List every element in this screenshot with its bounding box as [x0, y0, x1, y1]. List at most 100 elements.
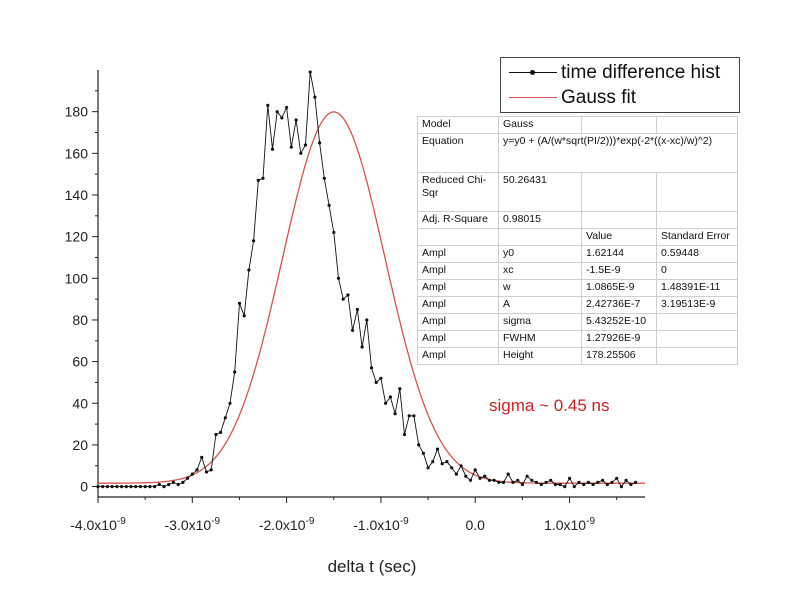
table-cell: Height: [498, 347, 582, 365]
legend-swatch-fit: [509, 97, 557, 98]
y-tick-label: 0: [80, 479, 88, 495]
legend-item-data: time difference hist: [501, 61, 739, 85]
data-point: [355, 307, 359, 312]
x-tick-label: -3.0x10-9: [165, 516, 221, 533]
table-cell: [656, 313, 738, 331]
data-point: [332, 230, 336, 235]
y-tick-label: 100: [65, 270, 89, 286]
table-cell: [656, 347, 738, 365]
table-cell: Ampl: [417, 245, 499, 263]
data-point: [483, 474, 487, 478]
data-point: [200, 455, 204, 459]
table-row: Ampl y0 1.62144 0.59448: [417, 245, 738, 263]
data-point: [445, 460, 449, 464]
data-point: [204, 470, 209, 474]
y-tick-label: 180: [65, 104, 89, 120]
data-point: [247, 268, 251, 272]
data-point: [478, 476, 482, 480]
data-point: [124, 485, 128, 489]
data-point: [110, 485, 114, 489]
data-point: [219, 430, 223, 434]
data-point: [148, 485, 152, 489]
legend-label: time difference hist: [561, 62, 721, 83]
table-header-row: Value Standard Error: [417, 228, 738, 246]
data-point: [270, 147, 275, 151]
table-cell: y=y0 + (A/(w*sqrt(PI/2)))*exp(-2*((x-xc)…: [498, 133, 738, 173]
data-point: [610, 480, 614, 484]
y-tick-label: 60: [72, 354, 88, 370]
data-point: [407, 414, 411, 418]
table-cell: -1.5E-9: [581, 262, 657, 280]
data-point: [619, 485, 624, 489]
data-point: [190, 472, 194, 476]
data-point: [577, 480, 581, 484]
table-row: Adj. R-Square 0.98015: [417, 211, 738, 229]
data-point: [596, 480, 600, 484]
data-point: [209, 468, 213, 472]
data-point: [214, 432, 218, 437]
table-cell: [581, 116, 657, 134]
table-cell: [581, 211, 657, 229]
data-point: [374, 380, 378, 384]
data-point: [322, 176, 326, 180]
data-point: [468, 478, 473, 482]
x-tick-label: -4.0x10-9: [70, 516, 126, 533]
data-point: [384, 401, 388, 405]
data-point: [289, 145, 293, 149]
table-cell: 0: [656, 262, 738, 280]
table-row: Reduced Chi-Sqr 50.26431: [417, 172, 738, 212]
table-cell: [581, 172, 657, 212]
x-tick-label: -1.0x10-9: [353, 516, 409, 533]
table-row: Ampl sigma 5.43252E-10: [417, 313, 738, 331]
table-cell: Ampl: [417, 347, 499, 365]
sigma-annotation: sigma ~ 0.45 ns: [489, 396, 610, 415]
data-point: [313, 95, 317, 99]
data-point: [412, 414, 416, 418]
data-point: [167, 482, 171, 487]
table-cell: 1.27926E-9: [581, 330, 657, 348]
table-cell: Ampl: [417, 262, 499, 280]
data-point: [308, 70, 312, 74]
table-cell: w: [498, 279, 582, 297]
table-cell: 0.59448: [656, 245, 738, 263]
data-point: [346, 293, 350, 297]
data-point: [530, 478, 534, 482]
table-cell: Equation: [417, 133, 499, 173]
table-cell: y0: [498, 245, 582, 263]
data-point: [341, 297, 345, 301]
data-point: [450, 466, 454, 470]
data-point: [539, 482, 543, 487]
data-point: [534, 480, 539, 484]
data-point: [228, 401, 232, 405]
legend-label: Gauss fit: [561, 87, 636, 108]
data-point: [393, 412, 397, 416]
data-point: [473, 468, 477, 472]
x-axis-title: delta t (sec): [328, 557, 417, 576]
table-cell: 3.19513E-9: [656, 296, 738, 314]
table-cell: Ampl: [417, 296, 499, 314]
data-point: [634, 480, 638, 484]
data-point: [327, 203, 331, 207]
x-tick-label: -2.0x10-9: [259, 516, 315, 533]
data-point: [115, 485, 119, 489]
data-point: [417, 443, 421, 447]
data-point: [487, 478, 491, 482]
data-point: [195, 468, 199, 472]
data-point: [285, 105, 289, 110]
table-cell: [656, 172, 738, 212]
data-point: [261, 176, 265, 180]
table-cell: 1.0865E-9: [581, 279, 657, 297]
y-tick-label: 80: [72, 312, 88, 328]
table-cell: [498, 228, 582, 246]
table-cell: Ampl: [417, 313, 499, 331]
table-cell: 2.42736E-7: [581, 296, 657, 314]
y-tick-label: 160: [65, 145, 89, 161]
table-cell: 1.48391E-11: [656, 279, 738, 297]
table-cell: 50.26431: [498, 172, 582, 212]
data-point: [459, 464, 463, 468]
data-point: [143, 485, 147, 489]
data-point: [615, 476, 619, 480]
table-cell: Adj. R-Square: [417, 211, 499, 229]
data-point: [233, 370, 237, 374]
data-point: [336, 276, 341, 280]
